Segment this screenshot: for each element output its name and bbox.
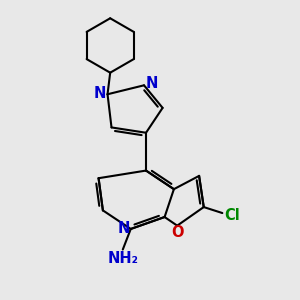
Text: N: N: [94, 86, 106, 101]
Text: N: N: [118, 221, 130, 236]
Text: Cl: Cl: [224, 208, 240, 223]
Text: N: N: [145, 76, 158, 91]
Text: NH₂: NH₂: [107, 251, 138, 266]
Text: O: O: [171, 225, 184, 240]
